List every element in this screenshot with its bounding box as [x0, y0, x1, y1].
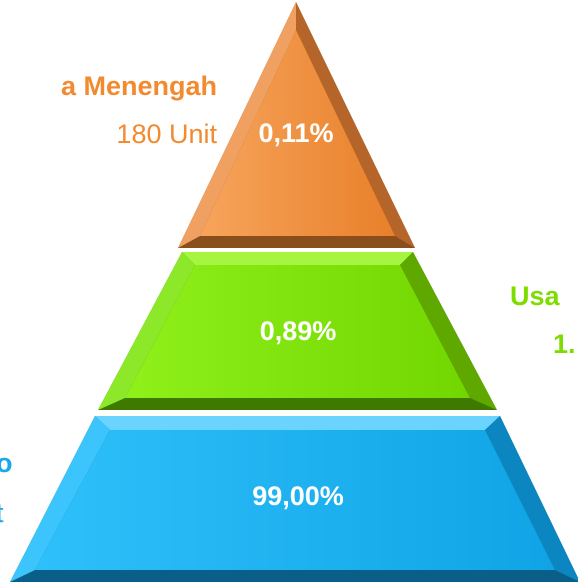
level-bottom	[10, 416, 578, 582]
level-name: a Menengah	[61, 71, 217, 101]
level-count: t	[0, 498, 4, 528]
share-label: 0,11%	[258, 118, 333, 148]
level-count: 1.	[553, 329, 576, 359]
level-count: 180 Unit	[116, 119, 217, 149]
level-name: o	[0, 448, 13, 478]
level-middle	[98, 252, 497, 410]
level-top	[178, 2, 415, 248]
share-label: 99,00%	[252, 481, 344, 511]
share-label: 0,89%	[260, 316, 337, 346]
level-name: Usa	[510, 281, 561, 311]
